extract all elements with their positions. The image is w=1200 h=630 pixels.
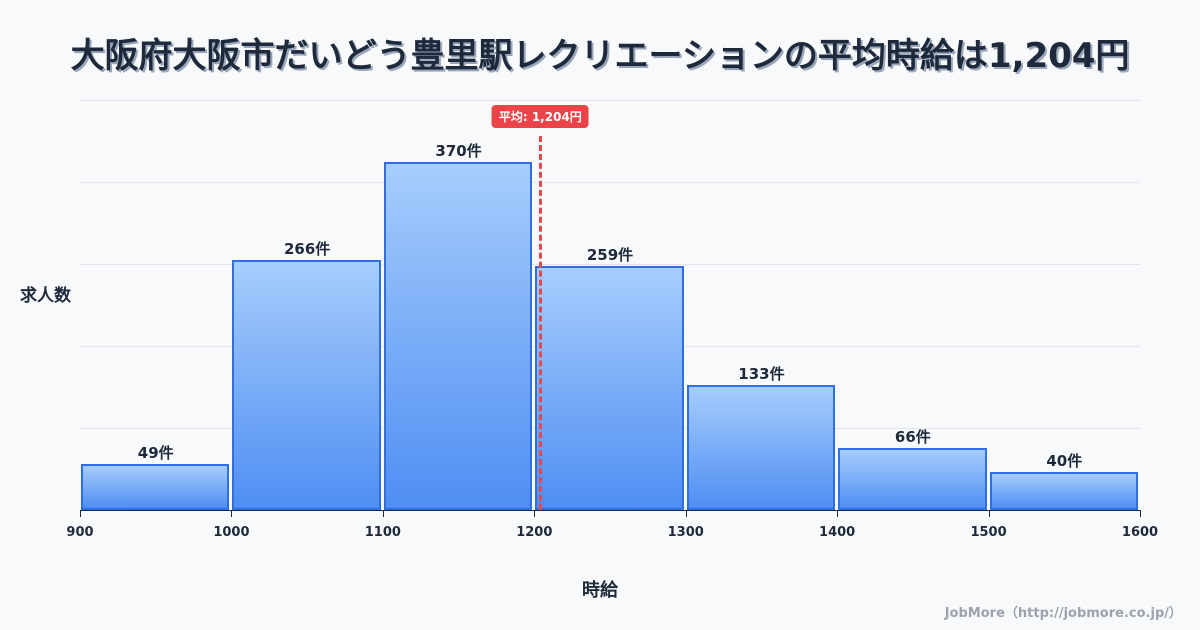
histogram-bar — [686, 384, 836, 510]
tick-mark — [988, 510, 990, 517]
bar-value-label: 370件 — [435, 142, 482, 160]
gridline — [80, 182, 1140, 183]
tick-label: 1400 — [819, 525, 856, 540]
plot-area: 49件 266件 370件 259件 133件 66件 40件 平均: 1,20… — [80, 100, 1140, 510]
bar-value-label: 49件 — [137, 443, 174, 462]
tick-mark — [382, 510, 384, 517]
y-axis-label: 求人数 — [20, 286, 71, 306]
histogram-bar — [989, 472, 1138, 510]
tick-label: 1200 — [516, 525, 553, 540]
histogram-bar — [232, 259, 381, 510]
bar-value-label: 40件 — [1046, 452, 1083, 471]
tick-mark — [1140, 510, 1141, 517]
histogram-bar — [535, 266, 684, 510]
bar-value-label: 259件 — [586, 246, 634, 265]
tick-label: 1500 — [970, 525, 1007, 540]
tick-label: 1000 — [213, 525, 250, 540]
gridline — [80, 100, 1140, 101]
tick-label: 1300 — [667, 525, 704, 540]
x-axis-label: 時給 — [582, 580, 618, 601]
bar-value-label: 133件 — [738, 364, 785, 383]
x-axis — [80, 510, 1140, 511]
source-credit: JobMore（http://jobmore.co.jp/） — [944, 606, 1182, 621]
gridline — [80, 264, 1140, 265]
histogram-bar — [81, 463, 230, 510]
tick-label: 900 — [66, 525, 94, 540]
chart-title: 大阪府大阪市だいどう豊里駅レクリエーションの平均時給は1,204円 — [70, 36, 1130, 76]
bar-value-label: 66件 — [894, 427, 931, 446]
tick-label: 1100 — [364, 525, 401, 540]
tick-mark — [80, 510, 81, 517]
tick-label: 1600 — [1121, 525, 1159, 540]
average-line — [539, 136, 543, 510]
tick-mark — [837, 510, 839, 517]
tick-mark — [685, 510, 687, 517]
average-badge: 平均: 1,204円 — [491, 105, 589, 128]
histogram-bar — [838, 447, 987, 510]
histogram-bar — [383, 162, 533, 510]
bar-value-label: 266件 — [283, 239, 331, 258]
tick-mark — [534, 510, 536, 517]
tick-mark — [231, 510, 233, 517]
